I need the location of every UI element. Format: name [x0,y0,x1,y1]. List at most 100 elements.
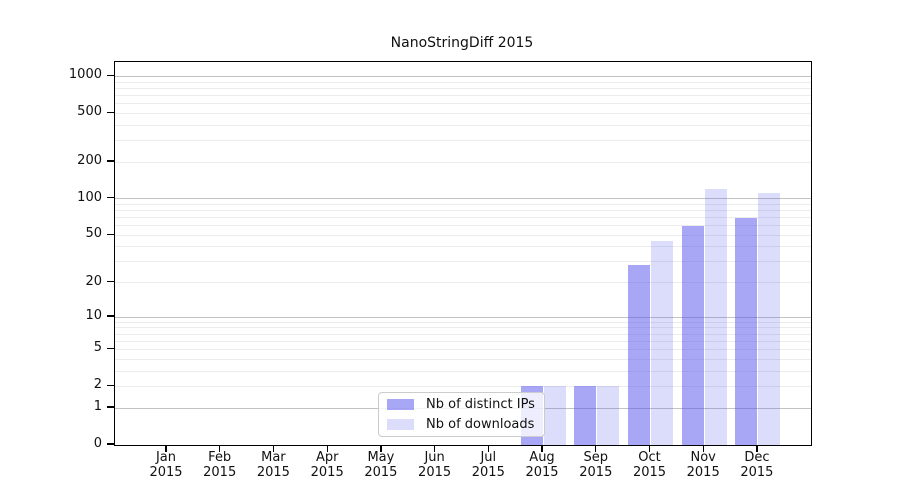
x-tick-month: Aug [529,450,555,465]
gridline-major [115,316,811,318]
x-tick-label: Aug 2015 [514,450,570,480]
x-tick-month: Mar [261,450,286,465]
gridline-minor [115,358,811,360]
y-tick-label: 20 [85,273,102,289]
y-tick-mark [106,160,114,162]
x-tick-month: Apr [315,450,339,465]
gridline-major [115,198,811,200]
x-tick-mark [756,445,758,452]
y-tick-mark [106,406,114,408]
legend-item-downloads: Nb of downloads [387,415,536,435]
x-tick-year: 2015 [686,465,720,480]
x-tick-month: Feb [208,450,232,465]
x-tick-year: 2015 [256,465,290,480]
legend: Nb of distinct IPs Nb of downloads [378,392,545,437]
gridline-minor [115,112,811,114]
bar-nb-of-distinct-ips-nov [681,225,704,445]
x-tick-label: May 2015 [353,450,409,480]
y-tick-label: 10 [85,308,102,324]
x-tick-label: Nov 2015 [675,450,731,480]
x-tick-mark [272,445,275,452]
x-tick-month: Nov [690,450,716,465]
gridline-minor [115,234,811,236]
x-tick-mark [219,445,221,452]
x-tick-label: Dec 2015 [729,450,785,480]
x-tick-mark [380,445,382,452]
gridline-minor [115,217,811,219]
x-tick-year: 2015 [364,465,398,480]
x-tick-mark [648,445,651,452]
gridline-minor [115,210,811,212]
y-tick-mark [106,74,114,77]
bar-nb-of-distinct-ips-sep [574,386,597,445]
gridline-minor [115,282,811,284]
x-tick-label: Sep 2015 [568,450,624,480]
x-tick-year: 2015 [632,465,667,480]
bar-nb-of-downloads-dec [758,192,781,445]
x-tick-label: Oct 2015 [622,450,678,480]
gridline-minor [115,103,811,105]
gridline-minor [115,321,811,323]
gridline-minor [115,225,811,227]
y-tick-label: 1 [93,399,102,414]
gridline-minor [115,87,811,89]
x-tick-mark [595,445,597,452]
x-tick-label: Feb 2015 [192,450,248,480]
gridline-minor [115,140,811,141]
bar-nb-of-downloads-oct [651,240,673,445]
gridline-minor [115,81,811,83]
plot-area [114,61,812,446]
gridline-major [115,75,811,77]
x-tick-year: 2015 [310,465,344,480]
gridline-minor [115,203,811,205]
legend-item-distinct-ips: Nb of distinct IPs [387,395,536,415]
x-tick-mark [702,445,704,452]
y-tick-mark [106,233,114,235]
y-tick-mark [106,443,114,445]
x-tick-label: Jun 2015 [407,450,463,480]
x-tick-label: Apr 2015 [299,450,355,480]
gridline-minor [115,246,811,248]
y-tick-mark [106,315,114,317]
x-tick-mark [165,445,167,452]
bar-nb-of-downloads-aug [543,386,566,445]
y-tick-label: 100 [77,189,102,205]
x-tick-month: Dec [744,450,770,465]
x-tick-year: 2015 [418,465,452,480]
y-tick-label: 200 [77,153,102,169]
y-tick-label: 50 [85,226,102,242]
x-tick-mark [433,445,436,452]
y-tick-label: 5 [93,340,102,356]
x-tick-year: 2015 [203,465,237,480]
chart-title: NanoStringDiff 2015 [390,35,534,51]
y-tick-mark [106,111,114,113]
y-tick-label: 1000 [68,67,102,83]
legend-swatch-distinct-ips [387,399,414,411]
gridline-minor [115,161,811,163]
gridline-minor [115,340,811,342]
x-tick-mark [541,445,543,452]
x-tick-year: 2015 [525,465,559,480]
gridline-minor [115,94,811,96]
gridline-minor [115,348,811,350]
bar-nb-of-distinct-ips-oct [628,265,650,445]
y-tick-mark [106,347,114,350]
bar-nb-of-downloads-nov [704,189,727,445]
x-tick-month: Sep [583,450,609,465]
y-tick-label: 2 [93,377,102,393]
gridline-minor [115,327,811,329]
legend-label-distinct-ips: Nb of distinct IPs [426,397,535,413]
legend-swatch-downloads [387,418,414,430]
gridline-minor [115,333,811,335]
y-tick-label: 500 [77,104,102,120]
gridline-minor [115,124,811,126]
bar-nb-of-downloads-sep [597,386,620,445]
x-tick-month: May [367,450,395,465]
x-tick-label: Jul 2015 [460,450,516,480]
gridline-minor [115,385,811,387]
x-tick-month: Jan [155,450,177,465]
x-tick-mark [487,445,489,452]
y-tick-mark [106,384,114,387]
x-tick-year: 2015 [149,465,183,480]
